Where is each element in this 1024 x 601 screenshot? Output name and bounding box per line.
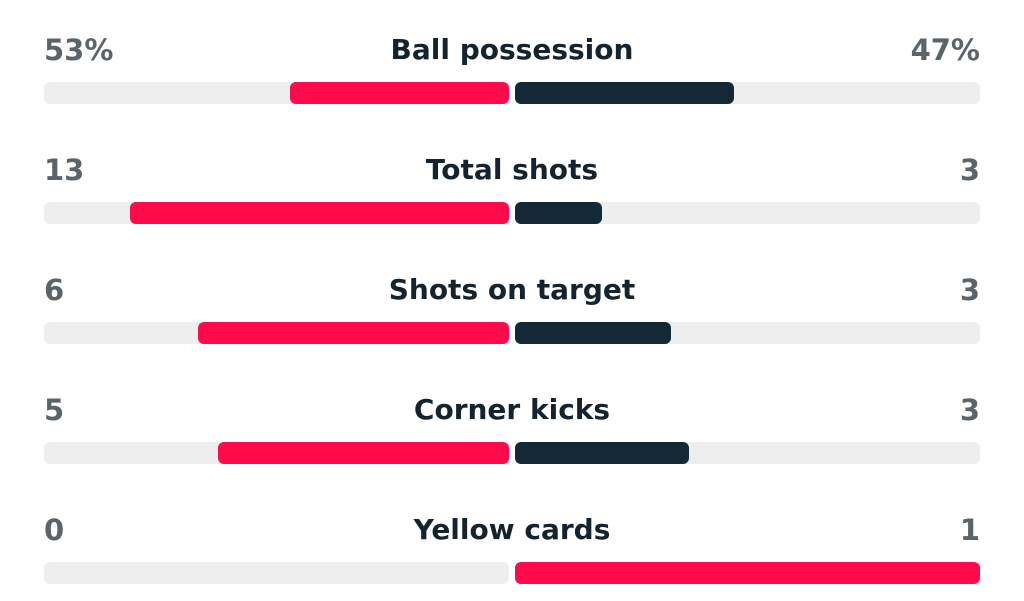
stat-label: Total shots [425,153,599,186]
stat-header: 6 Shots on target 3 [44,268,980,318]
away-bar-track [515,562,980,584]
stat-header: 5 Corner kicks 3 [44,388,980,438]
stat-label: Corner kicks [413,393,611,426]
home-bar-fill [217,442,509,464]
home-value: 53% [44,33,114,67]
stat-row-total-shots: 13 Total shots 3 [44,148,980,248]
away-bar-fill [515,202,603,224]
stat-header: 13 Total shots 3 [44,148,980,198]
stat-row-shots-on-target: 6 Shots on target 3 [44,268,980,368]
home-bar-track [44,322,509,344]
away-bar-fill [515,82,734,104]
home-bar-track [44,562,509,584]
away-bar-track [515,202,980,224]
away-bar-track [515,442,980,464]
away-value: 1 [959,513,980,547]
home-value: 13 [44,153,85,187]
stat-header: 53% Ball possession 47% [44,28,980,78]
away-bar-fill [515,562,980,584]
away-value: 47% [910,33,980,67]
home-bar-track [44,202,509,224]
home-bar-track [44,82,509,104]
away-bar-track [515,82,980,104]
home-value: 0 [44,513,65,547]
stat-row-ball-possession: 53% Ball possession 47% [44,28,980,128]
stat-row-yellow-cards: 0 Yellow cards 1 [44,508,980,601]
away-value: 3 [959,273,980,307]
stat-row-corner-kicks: 5 Corner kicks 3 [44,388,980,488]
away-value: 3 [959,393,980,427]
away-bar-fill [515,322,671,344]
away-bar-track [515,322,980,344]
stat-label: Yellow cards [413,513,611,546]
home-bar-fill [130,202,509,224]
away-value: 3 [959,153,980,187]
home-bar-track [44,442,509,464]
stat-header: 0 Yellow cards 1 [44,508,980,558]
home-value: 5 [44,393,65,427]
stat-label: Ball possession [390,33,634,66]
stat-label: Shots on target [388,273,636,306]
home-bar-fill [290,82,509,104]
home-value: 6 [44,273,65,307]
away-bar-fill [515,442,690,464]
home-bar-fill [197,322,509,344]
